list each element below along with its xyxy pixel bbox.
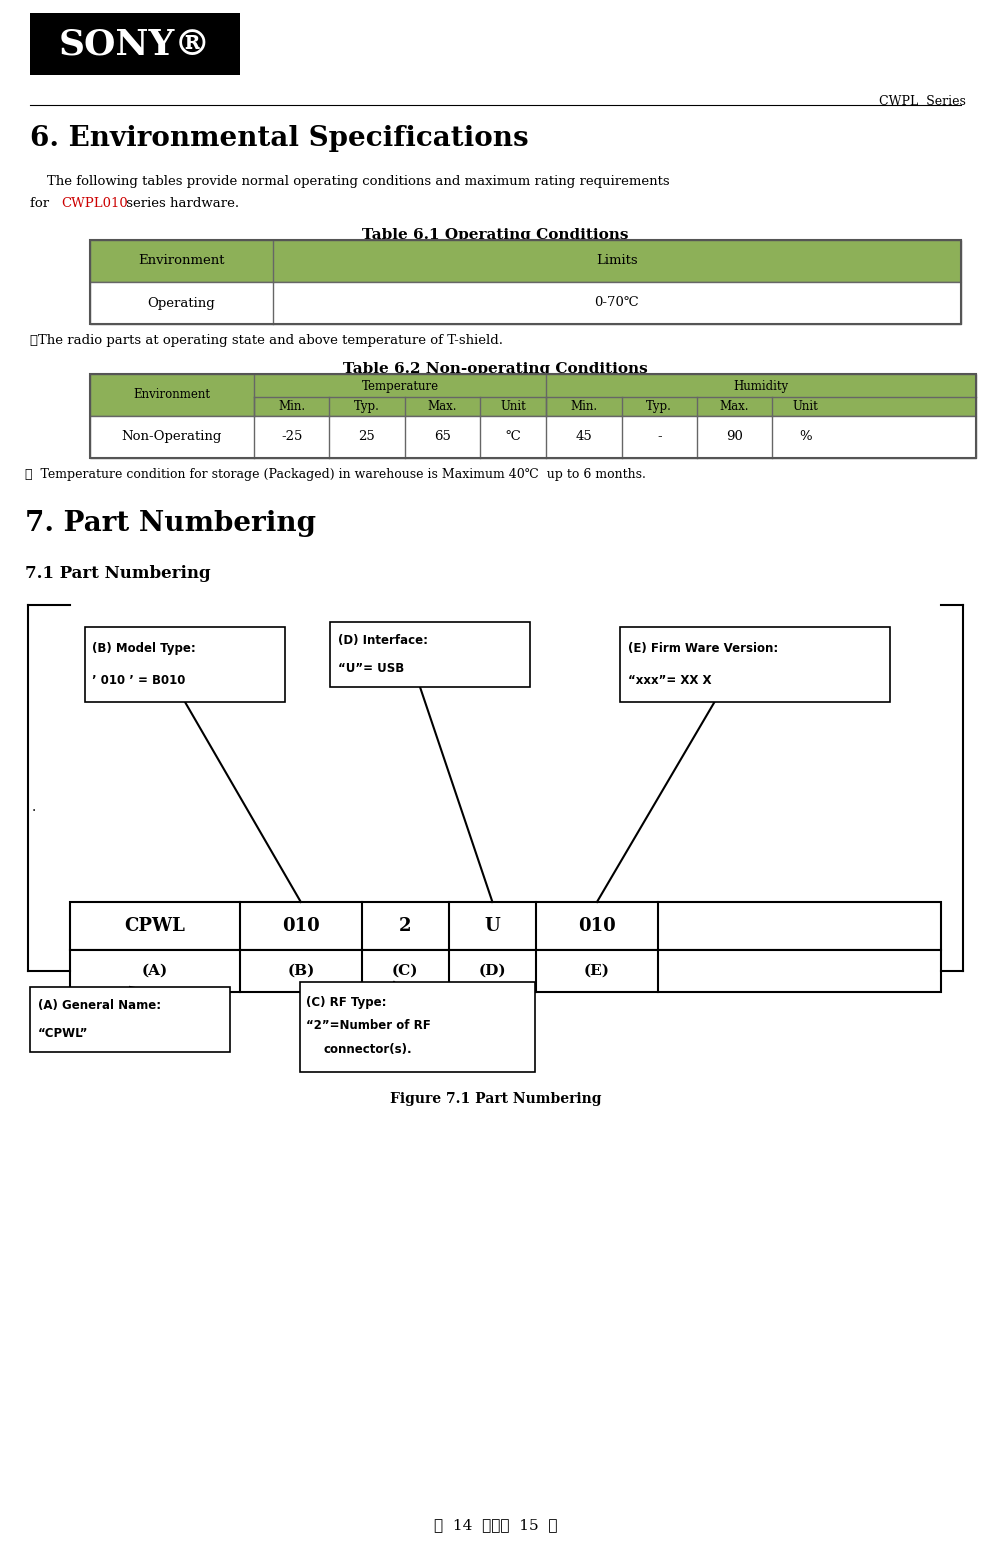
Text: (A) General Name:: (A) General Name:	[38, 1000, 161, 1012]
Text: 010: 010	[578, 917, 615, 936]
Text: Typ.: Typ.	[354, 400, 380, 413]
Text: ’ 010 ’ = B010: ’ 010 ’ = B010	[92, 674, 186, 687]
Bar	[90, 416, 976, 458]
Bar	[85, 627, 285, 702]
Text: (B): (B)	[287, 964, 314, 978]
Text: Min.: Min.	[571, 400, 598, 413]
Bar	[90, 240, 961, 324]
Text: Figure 7.1 Part Numbering: Figure 7.1 Part Numbering	[389, 1091, 602, 1105]
Text: SONY®: SONY®	[58, 26, 211, 61]
Text: ℃: ℃	[505, 430, 520, 444]
Text: “CPWL”: “CPWL”	[38, 1026, 88, 1040]
Text: for: for	[30, 198, 54, 210]
Bar	[620, 627, 890, 702]
Text: 6. Environmental Specifications: 6. Environmental Specifications	[30, 125, 528, 153]
Text: 65: 65	[434, 430, 451, 444]
Bar	[90, 374, 976, 458]
Text: 2: 2	[399, 917, 411, 936]
Text: Environment: Environment	[134, 389, 210, 402]
Text: (E) Firm Ware Version:: (E) Firm Ware Version:	[627, 641, 778, 655]
Bar	[300, 982, 535, 1073]
Text: (C) RF Type:: (C) RF Type:	[306, 996, 386, 1009]
Text: (D) Interface:: (D) Interface:	[338, 634, 427, 648]
Text: Temperature: Temperature	[362, 380, 439, 392]
Text: Limits: Limits	[597, 254, 638, 268]
Text: “U”= USB: “U”= USB	[338, 662, 403, 674]
Text: %: %	[799, 430, 812, 444]
Text: 010: 010	[282, 917, 320, 936]
Text: Non-Operating: Non-Operating	[122, 430, 222, 444]
Text: ※  Temperature condition for storage (Packaged) in warehouse is Maximum 40℃  up : ※ Temperature condition for storage (Pac…	[25, 469, 646, 481]
Text: (C): (C)	[392, 964, 418, 978]
Text: Min.: Min.	[278, 400, 305, 413]
Text: 第  14  頁，共  15  頁: 第 14 頁，共 15 頁	[434, 1518, 557, 1532]
Text: -25: -25	[280, 430, 302, 444]
Bar	[90, 282, 961, 324]
Text: -: -	[657, 430, 662, 444]
Text: Table 6.1 Operating Conditions: Table 6.1 Operating Conditions	[363, 227, 628, 241]
Text: Max.: Max.	[719, 400, 749, 413]
Text: “2”=Number of RF: “2”=Number of RF	[306, 1020, 431, 1032]
Bar	[30, 987, 230, 1053]
Text: 45: 45	[576, 430, 593, 444]
Text: CPWL: CPWL	[125, 917, 185, 936]
Bar	[90, 240, 961, 282]
Text: Max.: Max.	[427, 400, 457, 413]
Text: 7. Part Numbering: 7. Part Numbering	[25, 511, 316, 537]
Text: (B) Model Type:: (B) Model Type:	[92, 641, 196, 655]
Text: series hardware.: series hardware.	[122, 198, 239, 210]
Text: Humidity: Humidity	[733, 380, 789, 392]
Text: CWPL  Series: CWPL Series	[879, 95, 966, 107]
Text: Unit: Unit	[500, 400, 526, 413]
Text: .: .	[32, 800, 37, 814]
Text: Unit: Unit	[793, 400, 819, 413]
Text: Table 6.2 Non-operating Conditions: Table 6.2 Non-operating Conditions	[343, 361, 648, 375]
Text: 0-70℃: 0-70℃	[595, 296, 639, 310]
Bar	[70, 902, 941, 950]
Text: “xxx”= XX X: “xxx”= XX X	[627, 674, 711, 687]
Bar	[30, 12, 240, 75]
Text: (D): (D)	[479, 964, 506, 978]
Bar	[70, 950, 941, 992]
Bar	[330, 621, 530, 687]
Text: CWPL010: CWPL010	[61, 198, 128, 210]
Text: 7.1 Part Numbering: 7.1 Part Numbering	[25, 565, 211, 582]
Bar	[90, 374, 976, 416]
Text: Operating: Operating	[148, 296, 215, 310]
Text: Environment: Environment	[138, 254, 225, 268]
Text: (E): (E)	[584, 964, 609, 978]
Text: The following tables provide normal operating conditions and maximum rating requ: The following tables provide normal oper…	[30, 174, 670, 188]
Text: U: U	[485, 917, 500, 936]
Text: connector(s).: connector(s).	[324, 1043, 412, 1057]
Text: ※The radio parts at operating state and above temperature of T-shield.: ※The radio parts at operating state and …	[30, 335, 503, 347]
Text: 90: 90	[726, 430, 743, 444]
Text: (A): (A)	[142, 964, 168, 978]
Text: 25: 25	[359, 430, 376, 444]
Text: Typ.: Typ.	[646, 400, 672, 413]
